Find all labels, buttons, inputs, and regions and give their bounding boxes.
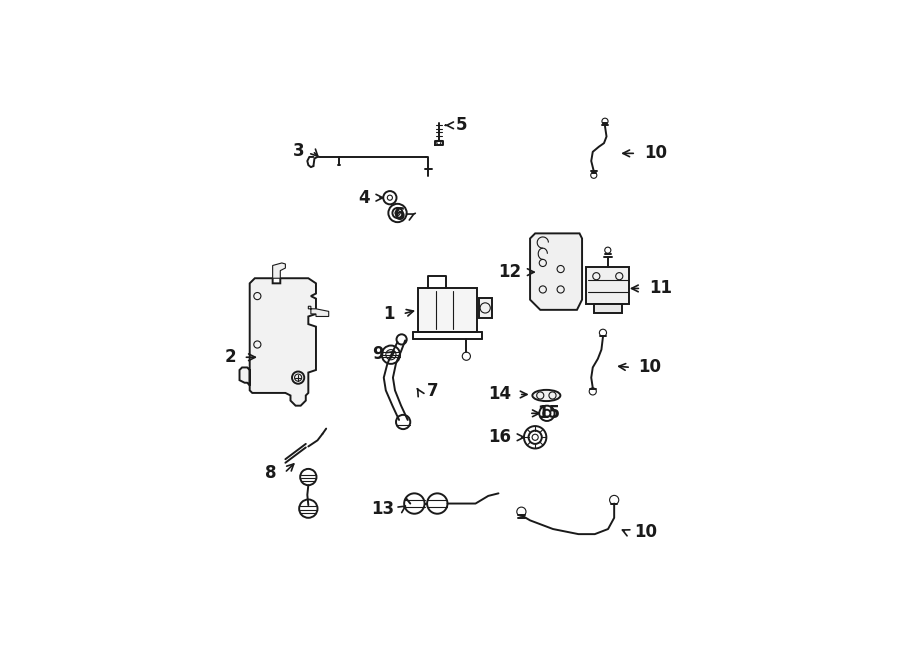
Text: 10: 10 (644, 144, 667, 162)
Text: 14: 14 (488, 385, 511, 403)
Polygon shape (594, 304, 622, 313)
Polygon shape (273, 263, 285, 278)
Polygon shape (309, 307, 328, 316)
Text: 13: 13 (371, 500, 394, 518)
Polygon shape (479, 298, 491, 318)
Ellipse shape (533, 390, 561, 401)
Text: 4: 4 (358, 189, 370, 207)
Text: 2: 2 (224, 348, 236, 366)
Text: 9: 9 (372, 345, 383, 363)
Polygon shape (530, 234, 582, 310)
Text: 7: 7 (427, 383, 438, 401)
Text: 3: 3 (293, 142, 305, 160)
Text: 15: 15 (536, 404, 560, 422)
Text: 16: 16 (488, 428, 511, 446)
Text: 6: 6 (393, 205, 405, 224)
Text: 11: 11 (649, 279, 671, 297)
Text: 5: 5 (456, 117, 468, 134)
Text: 10: 10 (639, 358, 662, 377)
Text: 8: 8 (266, 464, 276, 482)
Text: 1: 1 (383, 305, 395, 323)
Polygon shape (586, 267, 629, 304)
Polygon shape (239, 278, 316, 406)
Polygon shape (418, 289, 476, 332)
Text: 12: 12 (499, 263, 521, 281)
Text: 10: 10 (634, 523, 658, 541)
